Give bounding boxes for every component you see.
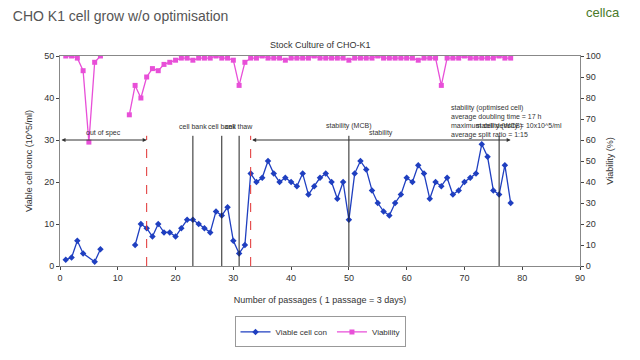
- svg-text:0: 0: [57, 273, 62, 283]
- svg-text:70: 70: [459, 273, 469, 283]
- svg-text:90: 90: [575, 273, 585, 283]
- svg-text:stability: stability: [369, 129, 393, 137]
- svg-text:50: 50: [44, 51, 54, 61]
- svg-text:10: 10: [44, 219, 54, 229]
- svg-text:Number of passages ( 1 passage: Number of passages ( 1 passage = 3 days): [234, 295, 406, 305]
- svg-text:20: 20: [586, 219, 596, 229]
- svg-text:80: 80: [586, 93, 596, 103]
- svg-text:60: 60: [586, 135, 596, 145]
- svg-text:10: 10: [586, 240, 596, 250]
- svg-text:cell bank: cell bank: [208, 123, 236, 130]
- svg-text:40: 40: [586, 177, 596, 187]
- svg-text:40: 40: [44, 93, 54, 103]
- svg-text:0: 0: [586, 261, 591, 271]
- svg-text:out of spec: out of spec: [86, 129, 121, 137]
- svg-text:30: 30: [44, 135, 54, 145]
- svg-text:Stock Culture of CHO-K1: Stock Culture of CHO-K1: [270, 40, 371, 50]
- svg-text:Viable cell con: Viable cell con: [276, 328, 327, 337]
- svg-text:stability (WCB): stability (WCB): [476, 122, 522, 130]
- svg-text:80: 80: [517, 273, 527, 283]
- svg-text:Viable cell conc (10^5/ml): Viable cell conc (10^5/ml): [24, 110, 34, 212]
- svg-text:cell thaw: cell thaw: [225, 123, 253, 130]
- svg-text:100: 100: [586, 51, 601, 61]
- svg-text:Viability (%): Viability (%): [605, 137, 615, 184]
- svg-text:70: 70: [586, 114, 596, 124]
- svg-text:0: 0: [49, 261, 54, 271]
- svg-text:20: 20: [171, 273, 181, 283]
- svg-text:20: 20: [44, 177, 54, 187]
- svg-text:cellca: cellca: [586, 5, 620, 20]
- svg-text:10: 10: [113, 273, 123, 283]
- svg-text:stability (MCB): stability (MCB): [326, 122, 372, 130]
- svg-text:30: 30: [586, 198, 596, 208]
- svg-text:50: 50: [344, 273, 354, 283]
- svg-text:stability (optimised cell)aver: stability (optimised cell)average doubli…: [451, 104, 562, 139]
- svg-text:cell bank: cell bank: [179, 123, 207, 130]
- svg-text:60: 60: [402, 273, 412, 283]
- svg-text:40: 40: [286, 273, 296, 283]
- svg-text:90: 90: [586, 72, 596, 82]
- svg-text:CHO K1 cell grow w/o optimisat: CHO K1 cell grow w/o optimisation: [13, 8, 229, 24]
- svg-text:50: 50: [586, 156, 596, 166]
- svg-text:Viability: Viability: [372, 328, 399, 337]
- svg-text:30: 30: [228, 273, 238, 283]
